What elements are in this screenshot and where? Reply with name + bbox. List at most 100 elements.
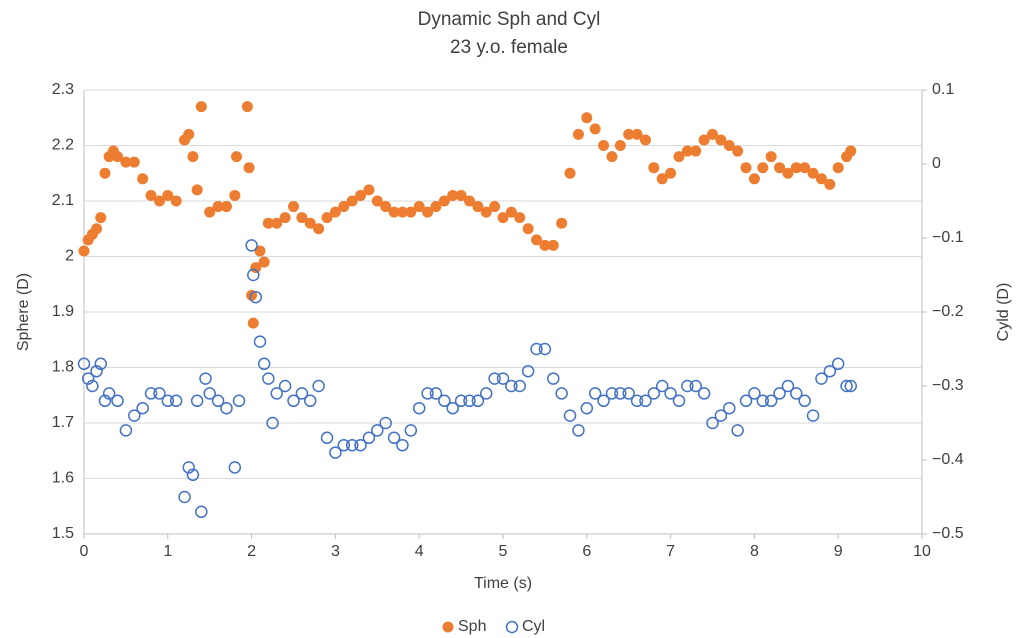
point [564,167,576,179]
point [438,394,451,408]
point [363,184,375,196]
point [162,189,174,201]
point [588,387,602,400]
point [831,357,845,371]
point [479,387,493,400]
point [597,394,610,408]
point [199,372,212,385]
point [605,387,619,400]
point [262,372,275,385]
point [313,223,325,235]
point [144,387,158,400]
point [488,372,501,385]
point [229,189,241,201]
y2-tick-label: −0.3 [932,377,964,394]
point [538,342,552,356]
point [714,409,728,422]
point [355,189,367,201]
y2-tick-label: −0.2 [932,303,964,320]
y-axis-label: Sphere (D) [15,273,32,351]
point [715,134,727,146]
point [245,239,258,252]
point [547,239,559,251]
point [471,394,485,408]
legend-label: Sph [458,618,486,635]
point [211,394,225,408]
point [581,112,593,124]
point [195,505,208,519]
point [531,234,543,246]
point [183,128,195,140]
point [844,379,858,393]
x-tick-label: 2 [247,543,256,560]
point [530,342,543,356]
point [521,364,535,378]
point [320,431,334,445]
point [622,387,635,400]
point [296,212,308,224]
point [681,379,694,393]
point [799,162,811,174]
point [262,217,274,229]
point [723,140,735,151]
y-tick-label: 1.6 [52,470,74,487]
point [673,151,685,163]
point [647,387,661,400]
point [287,394,300,408]
point [513,379,527,393]
point [136,401,149,415]
point [690,145,702,157]
point [598,140,610,151]
x-tick-label: 5 [499,543,508,560]
point [740,162,752,174]
point [505,379,518,393]
point [790,387,803,400]
point [689,379,702,393]
point [220,201,232,213]
point [78,245,90,257]
y-tick-label: 1.9 [52,303,74,320]
point [396,438,409,452]
point [241,101,253,113]
point [178,490,191,504]
point [580,401,594,415]
x-axis-label: Time (s) [474,575,532,592]
point [480,206,492,218]
chart-subtitle: 23 y.o. female [450,37,568,58]
legend-marker [442,621,454,633]
x-tick-label: 4 [415,543,424,560]
y2-axis-label: Cyld (D) [995,283,1012,342]
point [497,212,509,224]
point [572,424,585,437]
point [815,372,828,385]
point [270,387,283,400]
point [91,223,103,235]
point [823,364,837,378]
point [639,134,651,146]
point [764,394,778,408]
point [379,416,392,430]
point [781,379,795,393]
point [824,178,836,190]
point [706,416,719,430]
point [404,424,418,437]
point [250,262,262,274]
point [161,394,175,408]
point [254,245,266,257]
point [186,468,200,482]
point [429,387,443,400]
point [247,317,259,329]
point [563,409,577,422]
x-tick-label: 1 [163,543,172,560]
y-tick-label: 1.8 [52,359,74,376]
point [664,387,677,400]
x-tick-label: 0 [80,543,89,560]
point [345,438,359,452]
point [231,151,243,163]
point [77,357,91,371]
point [128,156,140,168]
point [354,438,367,452]
point [539,239,551,251]
y-tick-label: 2.2 [52,137,74,154]
